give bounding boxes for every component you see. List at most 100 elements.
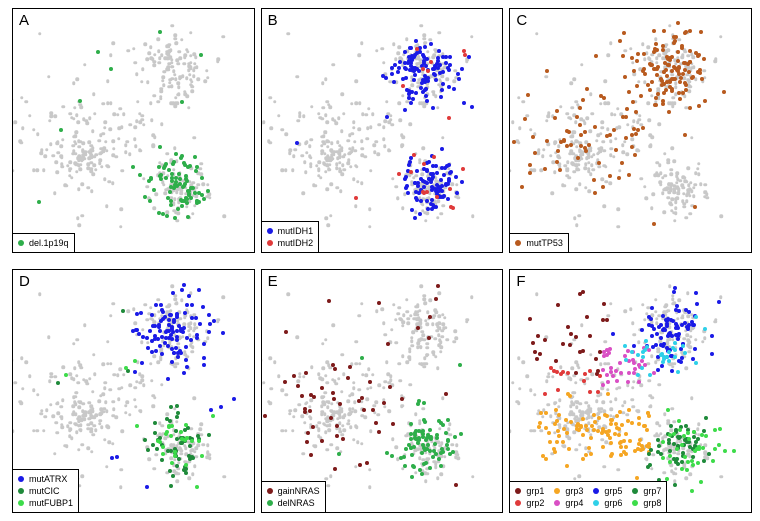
background-point	[39, 412, 43, 416]
background-point	[471, 215, 475, 219]
series-point	[693, 205, 697, 209]
background-point	[107, 440, 111, 444]
background-point	[178, 75, 182, 79]
background-point	[60, 423, 64, 427]
background-point	[80, 366, 84, 370]
series-point	[458, 363, 462, 367]
series-point	[692, 323, 696, 327]
background-point	[161, 79, 165, 83]
background-point	[455, 444, 459, 448]
series-point	[443, 166, 447, 170]
series-point	[673, 348, 677, 352]
series-point	[696, 70, 700, 74]
background-point	[438, 31, 442, 35]
background-point	[298, 375, 302, 379]
background-point	[398, 46, 402, 50]
background-point	[448, 423, 452, 427]
background-point	[542, 148, 546, 152]
background-point	[262, 430, 263, 434]
background-point	[450, 443, 454, 447]
series-point	[558, 168, 562, 172]
background-point	[432, 92, 436, 96]
series-point	[160, 308, 164, 312]
panel-A: Adel.1p19q	[12, 8, 255, 253]
background-point	[398, 102, 402, 106]
legend-swatch	[515, 240, 521, 246]
background-point	[92, 172, 96, 176]
series-point	[623, 75, 627, 79]
background-point	[436, 476, 440, 480]
series-point	[362, 408, 366, 412]
series-point	[695, 302, 699, 306]
background-point	[175, 420, 179, 424]
background-point	[418, 362, 422, 366]
series-point	[420, 472, 424, 476]
background-point	[129, 123, 133, 127]
legend-label: grp8	[643, 497, 661, 509]
background-point	[178, 56, 182, 60]
background-point	[206, 450, 210, 454]
background-point	[637, 341, 641, 345]
series-point	[173, 216, 177, 220]
background-point	[600, 126, 604, 130]
background-point	[431, 323, 435, 327]
background-point	[296, 119, 300, 123]
legend-label: gainNRAS	[278, 485, 320, 497]
legend-item: delNRAS	[267, 497, 320, 509]
background-point	[309, 156, 313, 160]
background-point	[152, 94, 156, 98]
background-point	[105, 205, 109, 209]
series-point	[643, 72, 647, 76]
background-point	[343, 428, 347, 432]
background-point	[601, 438, 605, 442]
background-point	[199, 167, 203, 171]
series-point	[673, 341, 677, 345]
background-point	[436, 367, 440, 371]
background-point	[410, 336, 414, 340]
series-point	[124, 366, 128, 370]
series-point	[683, 351, 687, 355]
background-point	[571, 134, 575, 138]
series-point	[360, 356, 364, 360]
series-point	[309, 453, 313, 457]
background-point	[654, 298, 658, 302]
background-point	[284, 393, 288, 397]
background-point	[603, 205, 607, 209]
background-point	[578, 443, 582, 447]
background-point	[681, 314, 685, 318]
background-point	[445, 78, 449, 82]
background-point	[146, 318, 150, 322]
series-point	[587, 446, 591, 450]
series-point	[624, 358, 628, 362]
background-point	[115, 155, 119, 159]
background-point	[69, 160, 73, 164]
series-point	[610, 452, 614, 456]
background-point	[511, 381, 515, 385]
series-point	[672, 290, 676, 294]
background-point	[328, 366, 332, 370]
background-point	[382, 386, 386, 390]
background-point	[577, 366, 581, 370]
background-point	[160, 383, 164, 387]
background-point	[438, 343, 442, 347]
series-point	[184, 463, 188, 467]
background-point	[303, 421, 307, 425]
series-point	[659, 336, 663, 340]
background-point	[697, 162, 701, 166]
background-point	[550, 191, 554, 195]
series-point	[606, 392, 610, 396]
background-point	[87, 186, 91, 190]
background-point	[364, 113, 368, 117]
series-point	[576, 156, 580, 160]
series-point	[212, 319, 216, 323]
legend-item: grp5	[593, 485, 622, 497]
background-point	[134, 144, 138, 148]
background-point	[56, 151, 60, 155]
background-point	[270, 127, 274, 131]
series-point	[688, 29, 692, 33]
background-point	[124, 411, 128, 415]
background-point	[36, 133, 40, 137]
legend-label: grp1	[526, 485, 544, 497]
background-point	[360, 442, 364, 446]
series-point	[652, 327, 656, 331]
